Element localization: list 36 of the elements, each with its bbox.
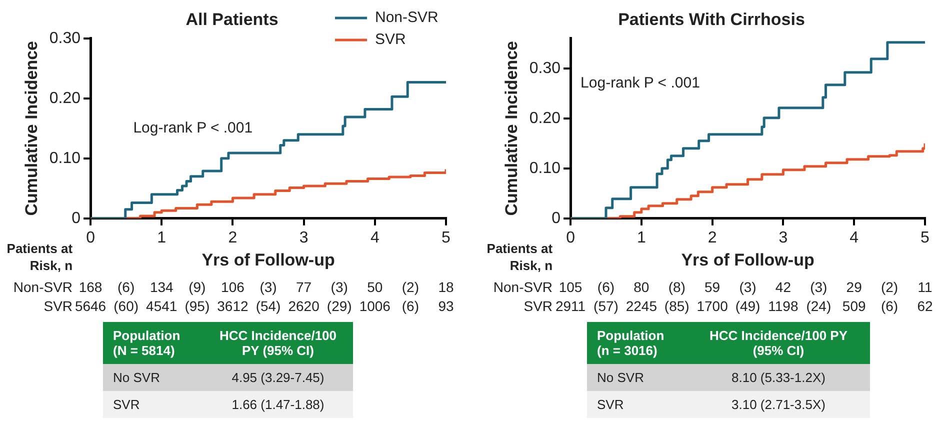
y-tick-label: 0	[72, 210, 81, 227]
y-axis-title: Cumulative Incidence	[22, 41, 41, 216]
y-tick-label: 0	[552, 210, 561, 227]
y-tick-label: 0.20	[49, 90, 81, 107]
x-tick-label: 2	[228, 229, 238, 246]
text: Non-SVR 168 (6) 134 (9) 106 (3) 77 (3) 50 (2) 18	[13, 279, 454, 295]
y-tick-label: 0.10	[49, 150, 81, 167]
x-tick-label: 5	[442, 229, 451, 246]
x-tick-label: 1	[157, 229, 166, 246]
x-tick-label: 3	[299, 229, 308, 246]
x-tick-label: 5	[920, 229, 930, 246]
text: Patients at Risk, n	[486, 240, 553, 274]
x-tick-label: 3	[778, 229, 788, 246]
x-tick-label: 2	[708, 229, 717, 246]
text: SVR 5646 (60) 4541 (95) 3612 (54) 2620 (29) 1006 (6) 93	[44, 298, 454, 314]
y-axis-title: Cumulative Incidence	[502, 41, 521, 216]
chart-title: All Patients	[186, 10, 278, 29]
x-tick-label: 0	[86, 229, 96, 246]
legend-label: SVR	[375, 31, 406, 48]
x-tick-label: 1	[636, 229, 646, 246]
y-tick-label: 0.10	[529, 160, 561, 177]
y-tick-label: 0.20	[529, 110, 561, 127]
annotation: Log-rank P < .001	[580, 74, 700, 92]
x-axis-title: Yrs of Follow-up	[202, 250, 335, 270]
x-tick-label: 4	[850, 229, 859, 246]
legend-label: Non-SVR	[375, 9, 439, 26]
text: Patients at Risk, n	[6, 240, 73, 274]
x-axis-title: Yrs of Follow-up	[681, 250, 814, 270]
y-tick-label: 0.30	[529, 60, 561, 77]
x-tick-label: 0	[566, 229, 576, 246]
text: SVR 2911 (57) 2245 (85) 1700 (49) 1198 (24) 509 (6) 62	[524, 298, 933, 314]
text: Non-SVR 105 (6) 80 (8) 59 (3) 42 (3) 29 (2) 11	[493, 279, 932, 295]
x-tick-label: 4	[370, 229, 380, 246]
chart-title: Patients With Cirrhosis	[618, 10, 805, 29]
annotation: Log-rank P < .001	[133, 120, 253, 137]
y-tick-label: 0.30	[49, 30, 81, 47]
